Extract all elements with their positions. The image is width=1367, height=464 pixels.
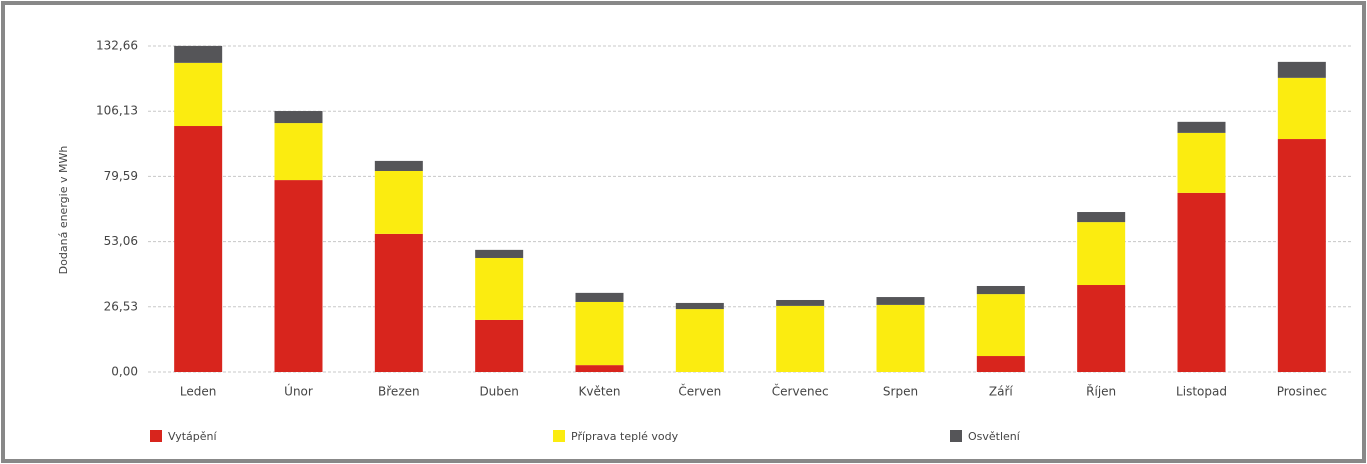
x-tick-label: Listopad: [1176, 385, 1227, 399]
y-tick-label: 106,13: [96, 104, 138, 118]
x-tick-label: Září: [989, 385, 1014, 399]
x-tick-label: Prosinec: [1277, 385, 1327, 399]
bar-segment: [1077, 212, 1126, 223]
x-tick-label: Březen: [378, 385, 420, 399]
bar-segment: [1177, 132, 1226, 193]
y-tick-label: 26,53: [104, 299, 138, 313]
bar-segment: [274, 180, 323, 372]
y-tick-label: 53,06: [104, 234, 138, 248]
bar-segment: [374, 160, 423, 171]
bar-segment: [174, 45, 223, 63]
bar-segment: [1277, 77, 1326, 140]
bar-segment: [1177, 121, 1226, 133]
legend-swatch: [150, 430, 162, 442]
x-tick-label: Duben: [479, 385, 518, 399]
legend-swatch: [553, 430, 565, 442]
y-tick-label: 0,00: [111, 365, 138, 379]
legend-swatch: [950, 430, 962, 442]
x-tick-label: Květen: [578, 385, 620, 399]
bar-segment: [876, 297, 925, 305]
bar-segment: [776, 299, 825, 306]
bar-segment: [274, 123, 323, 181]
x-tick-label: Červen: [678, 384, 721, 399]
bar-segment: [976, 356, 1025, 372]
bar-segment: [475, 319, 524, 372]
bar-segment: [976, 285, 1025, 295]
bar-segment: [374, 170, 423, 234]
bar-segment: [1277, 139, 1326, 372]
y-tick-label: 132,66: [96, 39, 138, 53]
bar-segment: [1077, 285, 1126, 372]
bar-segment: [174, 126, 223, 372]
x-tick-label: Říjen: [1086, 384, 1116, 399]
x-tick-label: Srpen: [883, 385, 918, 399]
bar-segment: [575, 365, 624, 372]
x-tick-label: Leden: [180, 385, 216, 399]
legend-label: Příprava teplé vody: [571, 430, 679, 443]
bar-segment: [1177, 192, 1226, 372]
x-tick-label: Únor: [284, 384, 313, 399]
bar-segment: [675, 309, 724, 372]
bar-segment: [274, 111, 323, 124]
legend-label: Osvětlení: [968, 430, 1021, 443]
bar-segment: [374, 233, 423, 372]
bar-segment: [876, 304, 925, 372]
bar-segment: [976, 294, 1025, 357]
bar-segment: [475, 249, 524, 258]
y-axis-label: Dodaná energie v MWh: [57, 146, 70, 275]
x-tick-label: Červenec: [772, 384, 829, 399]
bar-segment: [1077, 222, 1126, 286]
bar-segment: [475, 257, 524, 320]
bar-segment: [675, 302, 724, 310]
bar-segment: [575, 301, 624, 366]
bar-segment: [575, 292, 624, 302]
y-tick-label: 79,59: [104, 169, 138, 183]
bar-segment: [174, 62, 223, 127]
bar-segment: [776, 305, 825, 372]
bar-segment: [1277, 61, 1326, 78]
legend-label: Vytápění: [168, 430, 218, 443]
